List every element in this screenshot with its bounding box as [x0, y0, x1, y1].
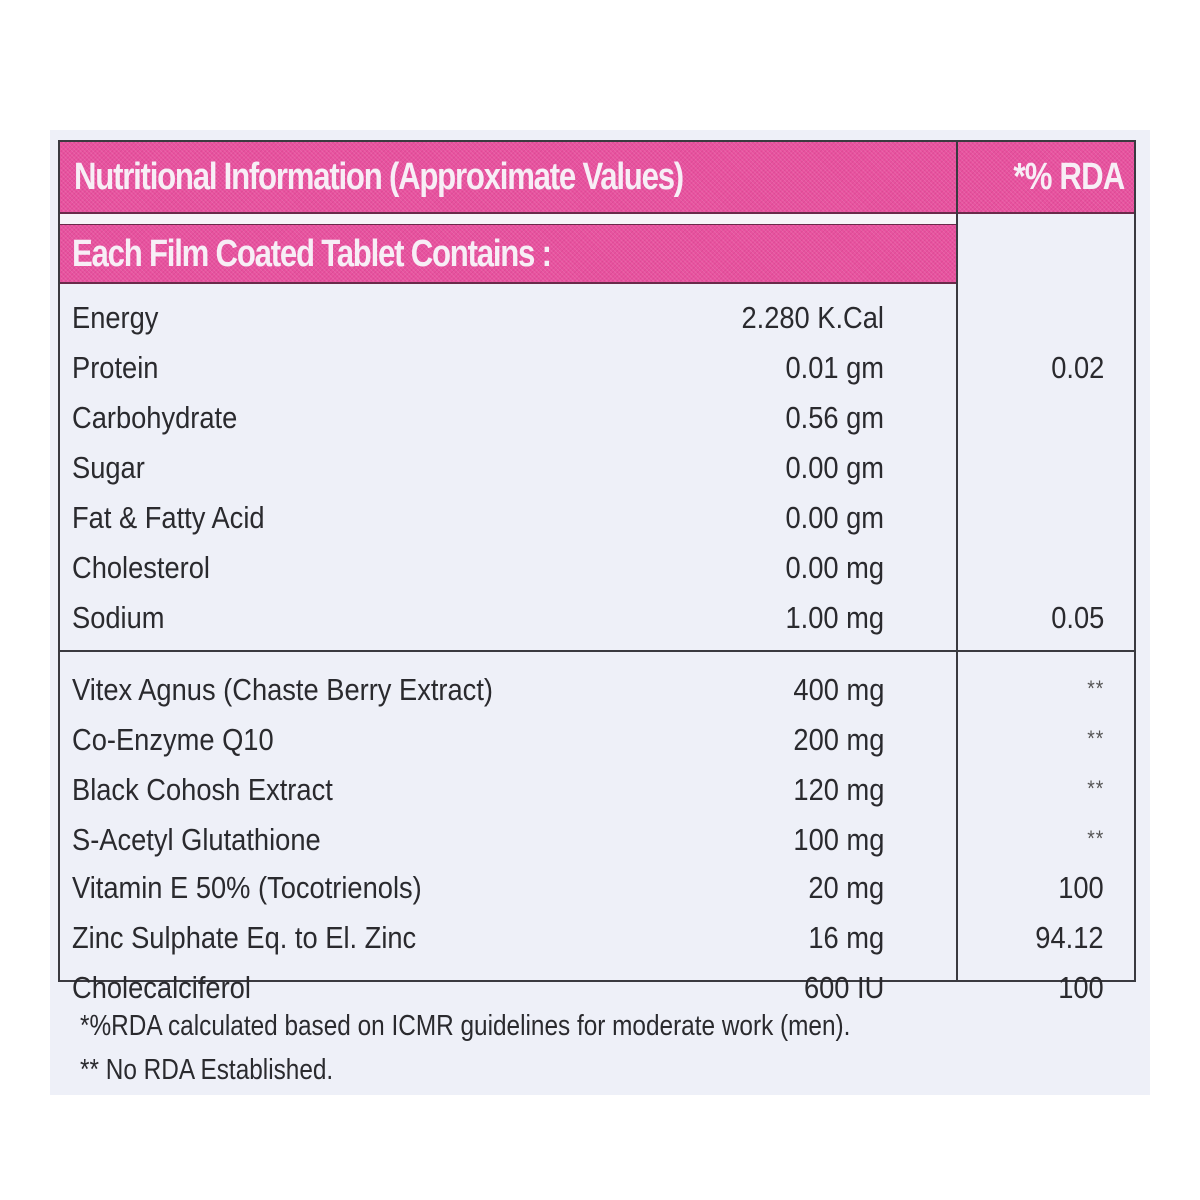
table-row: Protein 0.01 gm 0.02: [60, 350, 1134, 400]
ingredient-name: Cholecalciferol: [72, 970, 251, 1005]
table-header-rda: *% RDA: [958, 142, 1134, 214]
ingredient-rda: **: [1087, 676, 1104, 701]
ingredient-rda: 100: [1058, 870, 1104, 905]
nutrient-name: Protein: [72, 350, 159, 385]
section-divider: [60, 650, 1134, 652]
nutrient-rda: 0.05: [1050, 600, 1104, 635]
column-divider: [956, 142, 958, 980]
ingredient-rda: **: [1087, 826, 1104, 851]
table-row: Fat & Fatty Acid 0.00 gm: [60, 500, 1134, 550]
table-row: Vitamin E 50% (Tocotrienols) 20 mg 100: [60, 870, 1134, 920]
ingredient-value: 20 mg: [808, 870, 884, 905]
nutrient-value: 1.00 mg: [785, 600, 884, 635]
table-row: Vitex Agnus (Chaste Berry Extract) 400 m…: [60, 672, 1134, 722]
table-row: Carbohydrate 0.56 gm: [60, 400, 1134, 450]
nutrient-name: Energy: [72, 300, 159, 335]
ingredient-rda: 100: [1058, 970, 1104, 1005]
table-row: Energy 2.280 K.Cal: [60, 300, 1134, 350]
ingredient-name: Vitamin E 50% (Tocotrienols): [72, 870, 422, 905]
table-row: Cholecalciferol 600 IU 100: [60, 970, 1134, 1020]
nutrient-value: 2.280 K.Cal: [741, 300, 884, 335]
ingredient-rda: 94.12: [1035, 920, 1104, 955]
ingredient-value: 200 mg: [793, 722, 884, 757]
table-row: Sugar 0.00 gm: [60, 450, 1134, 500]
table-row: Cholesterol 0.00 mg: [60, 550, 1134, 600]
nutrition-table: Nutritional Information (Approximate Val…: [58, 140, 1136, 1005]
table-header-title: Nutritional Information (Approximate Val…: [60, 142, 956, 214]
ingredient-name: Vitex Agnus (Chaste Berry Extract): [72, 672, 493, 707]
footnote-no-rda: ** No RDA Established.: [80, 1054, 334, 1086]
subheader-text: Each Film Coated Tablet Contains :: [72, 233, 552, 275]
ingredient-value: 600 IU: [803, 970, 884, 1005]
table-row: Sodium 1.00 mg 0.05: [60, 600, 1134, 650]
ingredient-rda: **: [1087, 726, 1104, 751]
nutrient-value: 0.56 gm: [785, 400, 884, 435]
rda-column-header: *% RDA: [1012, 156, 1125, 198]
table-row: Co-Enzyme Q10 200 mg **: [60, 722, 1134, 772]
nutrient-value: 0.00 mg: [785, 550, 884, 585]
ingredient-name: S-Acetyl Glutathione: [72, 822, 321, 857]
nutrient-value: 0.01 gm: [785, 350, 884, 385]
nutrient-name: Carbohydrate: [72, 400, 238, 435]
ingredient-name: Black Cohosh Extract: [72, 772, 333, 807]
footnote-rda: *%RDA calculated based on ICMR guideline…: [80, 1010, 851, 1042]
table-row: Black Cohosh Extract 120 mg **: [60, 772, 1134, 822]
ingredient-value: 16 mg: [808, 920, 884, 955]
table-subheader: Each Film Coated Tablet Contains :: [60, 224, 956, 284]
ingredient-rda: **: [1087, 776, 1104, 801]
table-row: Zinc Sulphate Eq. to El. Zinc 16 mg 94.1…: [60, 920, 1134, 970]
nutrient-name: Sodium: [72, 600, 165, 635]
nutrient-rda: 0.02: [1050, 350, 1104, 385]
header-gap: [60, 214, 956, 224]
ingredient-value: 120 mg: [793, 772, 884, 807]
nutrition-label-card: Nutritional Information (Approximate Val…: [50, 130, 1150, 1095]
nutrient-value: 0.00 gm: [785, 450, 884, 485]
ingredient-name: Zinc Sulphate Eq. to El. Zinc: [72, 920, 417, 955]
ingredient-name: Co-Enzyme Q10: [72, 722, 274, 757]
ingredient-value: 400 mg: [793, 672, 884, 707]
nutrient-value: 0.00 gm: [785, 500, 884, 535]
table-row: S-Acetyl Glutathione 100 mg **: [60, 822, 1134, 872]
header-title: Nutritional Information (Approximate Val…: [74, 156, 684, 198]
nutrient-name: Fat & Fatty Acid: [72, 500, 265, 535]
nutrient-name: Cholesterol: [72, 550, 210, 585]
nutrient-name: Sugar: [72, 450, 145, 485]
ingredient-value: 100 mg: [793, 822, 884, 857]
